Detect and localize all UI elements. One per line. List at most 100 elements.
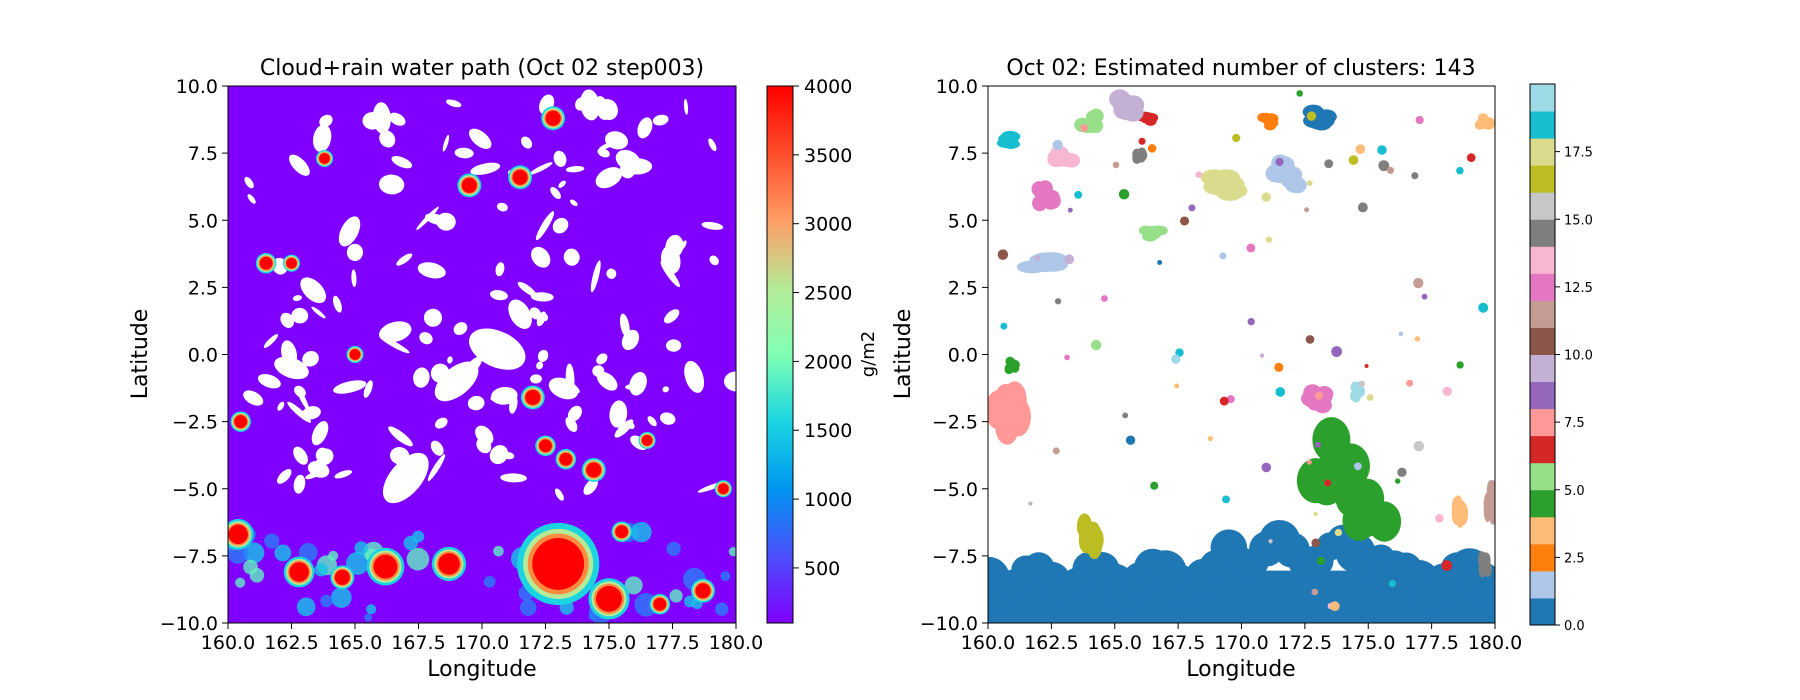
left-x-tick-label: 170.0 (455, 632, 509, 654)
colorbar-swatch-15 (1530, 192, 1555, 220)
clear-sky-gap (550, 187, 561, 200)
heatmap-core (615, 525, 629, 539)
haze-blob (631, 521, 652, 543)
heatmap-core (641, 435, 653, 446)
right-x-tick-label: 162.5 (1024, 632, 1078, 654)
cluster-blob (1487, 494, 1495, 518)
clear-sky-gap (434, 417, 448, 429)
cluster-point (1188, 204, 1196, 212)
clear-sky-gap (391, 156, 413, 169)
clear-sky-gap (508, 299, 532, 329)
clear-sky-gap (619, 313, 630, 338)
cluster-blob (994, 406, 1020, 445)
cluster-point (1080, 124, 1088, 132)
left-x-tick-label: 165.0 (328, 632, 382, 654)
right-colorbar-tick-label: 17.5 (1564, 146, 1593, 161)
cluster-point (1306, 111, 1317, 121)
cluster-16 (1076, 513, 1104, 560)
cluster-point (1411, 172, 1419, 180)
cluster-point (1334, 528, 1343, 537)
cluster-point (1034, 255, 1041, 261)
colorbar-swatch-17 (1530, 138, 1555, 166)
clear-sky-gap (333, 380, 367, 394)
right-colorbar-tick-label: 2.5 (1564, 551, 1585, 566)
clear-sky-gap (661, 245, 681, 274)
left-clear-sky-gaps (243, 89, 736, 504)
clear-sky-gap (565, 165, 585, 173)
clear-sky-gap (311, 420, 329, 446)
haze-blob (624, 576, 643, 595)
clear-sky-gap (592, 365, 605, 377)
haze-blob (345, 551, 370, 575)
haze-blob (243, 542, 265, 564)
clear-sky-gap (541, 313, 549, 322)
clear-sky-gap (300, 277, 327, 304)
clear-sky-gap (274, 356, 309, 380)
heatmap-cell (588, 578, 630, 620)
cluster-4 (1335, 476, 1402, 542)
right-colorbar-tick-label: 10.0 (1564, 349, 1593, 364)
clear-sky-gap (609, 400, 628, 428)
colorbar-swatch-4 (1530, 489, 1555, 518)
left-y-tick-label: −10.0 (160, 613, 218, 635)
cluster-point (1398, 331, 1404, 337)
cluster-13 (1047, 145, 1081, 168)
cluster-14 (1477, 551, 1492, 578)
heatmap-cell (649, 593, 671, 615)
cluster-blob (1142, 112, 1155, 122)
left-y-tick-label: 0.0 (188, 345, 218, 367)
cluster-point (1304, 207, 1310, 213)
clear-sky-gap (583, 478, 598, 495)
cluster-blob (1350, 478, 1385, 519)
heatmap-cell (346, 345, 364, 364)
left-x-tick-label: 162.5 (264, 632, 318, 654)
heatmap-cell (555, 448, 577, 470)
colorbar-swatch-5 (1530, 462, 1555, 491)
cluster-point (1101, 295, 1108, 302)
cluster-point (1386, 166, 1395, 174)
cluster-point (1314, 441, 1321, 448)
clear-sky-gap (338, 216, 361, 247)
cluster-4 (1004, 356, 1020, 375)
clear-sky-gap (604, 131, 629, 150)
left-x-ticks: 160.0 162.5 165.0 167.5 170.0 172.5 175.0 177.5… (201, 623, 763, 654)
clear-sky-gap (379, 321, 412, 343)
heatmap-cell (230, 411, 251, 432)
left-y-axis-label: Latitude (128, 309, 153, 400)
clear-sky-gap (569, 199, 578, 207)
left-colorbar-tick-label: 2000 (804, 351, 852, 373)
right-x-tick-label: 175.0 (1341, 632, 1395, 654)
clear-sky-gap (292, 295, 302, 301)
cluster-blob (1151, 225, 1167, 236)
right-colorbar-tick-label: 0.0 (1564, 619, 1585, 634)
heatmap-core (525, 389, 541, 406)
haze-blob (331, 587, 352, 608)
cluster-point (997, 249, 1009, 260)
clear-sky-gap (334, 470, 353, 479)
clear-sky-gap (509, 395, 518, 414)
cluster-point (1064, 254, 1075, 265)
heatmap-cell (517, 522, 600, 606)
clear-sky-gap (332, 295, 342, 313)
cluster-point (1261, 192, 1271, 202)
cluster-point (1313, 511, 1318, 516)
right-colorbar-swatches (1530, 84, 1555, 626)
right-y-axis-label: Latitude (891, 309, 916, 400)
clear-sky-gap (382, 452, 429, 504)
cluster-band-bump (1476, 571, 1495, 610)
clear-sky-gap (489, 445, 509, 465)
clear-sky-gap (606, 268, 617, 279)
cluster-3 (1474, 113, 1495, 130)
right-colorbar-tick-label: 12.5 (1564, 281, 1593, 296)
cluster-point (1246, 243, 1256, 253)
left-y-tick-label: −7.5 (172, 546, 218, 568)
right-x-tick-label: 172.5 (1278, 632, 1332, 654)
heatmap-core (512, 169, 528, 185)
clear-sky-gap (319, 114, 333, 128)
cluster-point (1125, 435, 1136, 445)
cluster-2 (1257, 112, 1279, 131)
heatmap-cell (315, 149, 334, 168)
cluster-point (1413, 277, 1424, 289)
clear-sky-gap (413, 367, 430, 388)
cluster-point (1413, 440, 1425, 452)
